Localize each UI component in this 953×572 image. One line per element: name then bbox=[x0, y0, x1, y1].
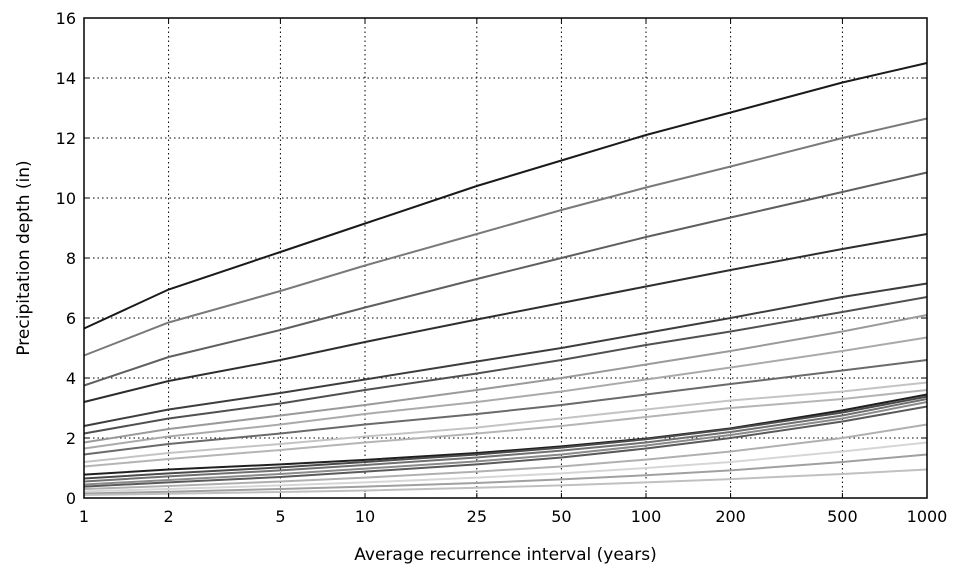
y-tick-label: 14 bbox=[56, 69, 76, 88]
series-line-3 bbox=[83, 171, 928, 387]
y-tick-label: 0 bbox=[66, 489, 76, 508]
series-line-9 bbox=[83, 359, 928, 456]
x-tick-label: 1000 bbox=[907, 507, 948, 526]
y-tick-labels: 0 2 4 6 8 10 12 14 16 bbox=[56, 9, 76, 508]
y-tick-label: 4 bbox=[66, 369, 76, 388]
series-line-13 bbox=[83, 395, 928, 480]
grid-lines bbox=[83, 17, 928, 499]
series-line-1 bbox=[83, 62, 928, 330]
y-tick-label: 2 bbox=[66, 429, 76, 448]
x-tick-label: 10 bbox=[355, 507, 375, 526]
x-tick-labels: 1 2 5 10 25 50 100 200 500 1000 bbox=[79, 507, 947, 526]
series-line-18 bbox=[83, 441, 928, 493]
series-line-8 bbox=[83, 336, 928, 450]
x-tick-label: 50 bbox=[551, 507, 571, 526]
x-tick-label: 1 bbox=[79, 507, 89, 526]
y-tick-label: 16 bbox=[56, 9, 76, 28]
series-line-14 bbox=[83, 398, 928, 483]
series-line-17 bbox=[83, 423, 928, 490]
y-tick-label: 6 bbox=[66, 309, 76, 328]
y-tick-label: 8 bbox=[66, 249, 76, 268]
series-line-16 bbox=[83, 405, 928, 488]
series-line-5 bbox=[83, 282, 928, 427]
y-tick-label: 12 bbox=[56, 129, 76, 148]
x-tick-label: 100 bbox=[631, 507, 662, 526]
series-line-7 bbox=[83, 314, 928, 444]
tick-marks bbox=[83, 17, 928, 499]
series-line-4 bbox=[83, 233, 928, 403]
x-tick-label: 200 bbox=[715, 507, 746, 526]
series-line-10 bbox=[83, 381, 928, 463]
series-line-6 bbox=[83, 296, 928, 435]
series-line-12 bbox=[83, 393, 928, 476]
series-line-19 bbox=[83, 453, 928, 495]
x-tick-label: 2 bbox=[163, 507, 173, 526]
series-line-15 bbox=[83, 401, 928, 486]
series-lines bbox=[83, 62, 928, 496]
x-tick-label: 500 bbox=[827, 507, 858, 526]
x-tick-label: 5 bbox=[275, 507, 285, 526]
x-axis-label: Average recurrence interval (years) bbox=[354, 545, 656, 565]
y-tick-label: 10 bbox=[56, 189, 76, 208]
y-axis-label: Precipitation depth (in) bbox=[14, 160, 34, 355]
x-tick-label: 25 bbox=[467, 507, 487, 526]
series-line-2 bbox=[83, 117, 928, 357]
series-line-11 bbox=[83, 389, 928, 468]
series-line-20 bbox=[83, 468, 928, 496]
